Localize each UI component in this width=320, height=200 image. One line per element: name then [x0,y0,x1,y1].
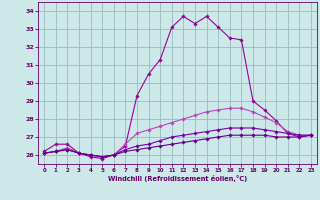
X-axis label: Windchill (Refroidissement éolien,°C): Windchill (Refroidissement éolien,°C) [108,175,247,182]
